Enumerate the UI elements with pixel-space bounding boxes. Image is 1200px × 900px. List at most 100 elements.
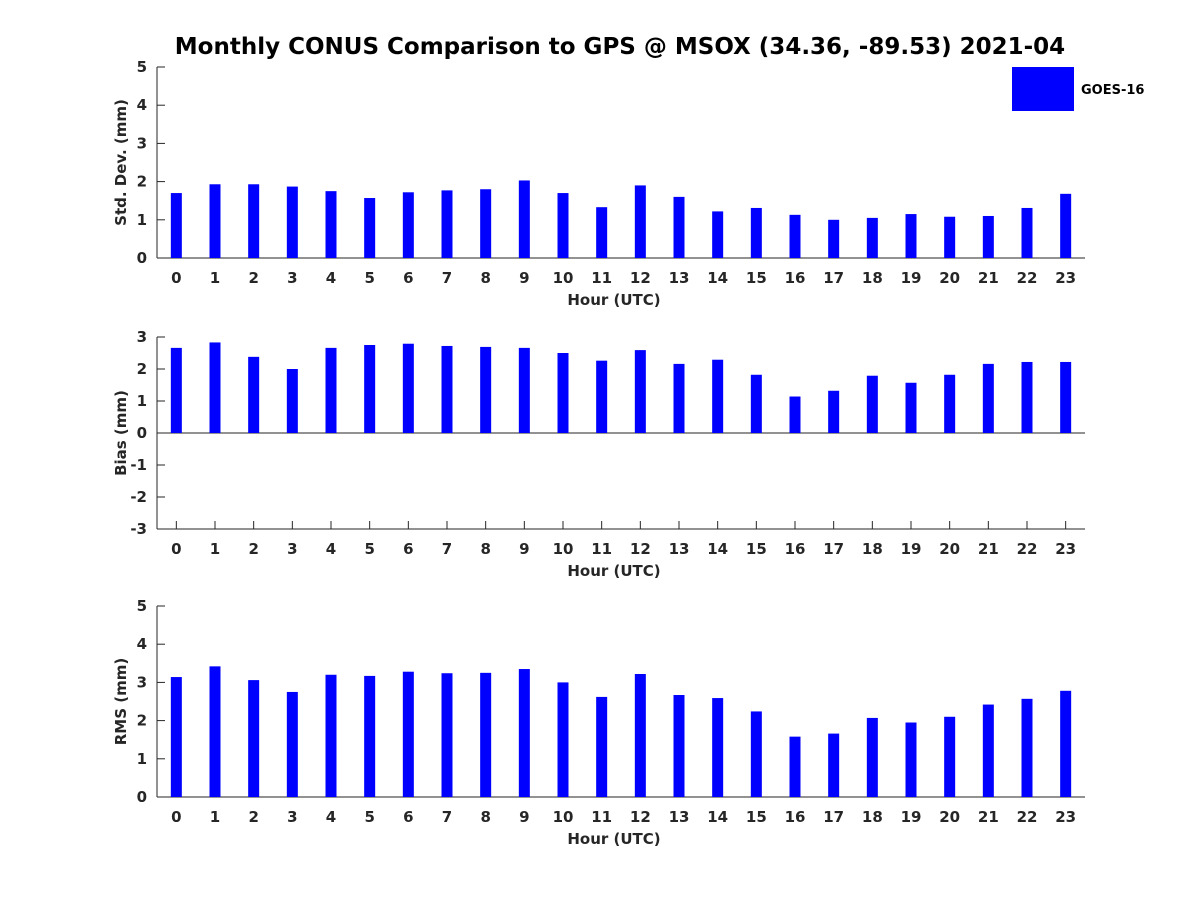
bar [596,360,608,433]
y-tick-label: 5 [137,597,147,615]
bar [712,698,724,797]
x-tick-label: 1 [210,540,220,558]
x-tick-label: 17 [823,808,844,826]
bar [673,196,685,258]
bar [170,347,182,433]
bar [750,207,762,258]
x-tick-label: 9 [519,269,529,287]
bar [364,345,376,433]
x-tick-label: 15 [746,540,767,558]
bar [1021,207,1033,258]
bar [325,191,337,258]
bar [1021,698,1033,797]
x-tick-label: 6 [403,540,413,558]
x-tick-label: 12 [630,808,651,826]
x-tick-label: 9 [519,808,529,826]
bar [248,680,260,797]
bar [1060,690,1072,797]
x-tick-label: 9 [519,540,529,558]
x-tick-label: 13 [669,808,690,826]
x-tick-label: 23 [1055,808,1076,826]
y-tick-label: 4 [137,635,147,653]
bar [789,396,801,433]
bar [789,214,801,258]
bar [1060,361,1072,433]
x-tick-label: 19 [901,808,922,826]
x-tick-label: 3 [287,269,297,287]
bar [402,343,414,433]
x-tick-label: 2 [248,808,258,826]
bar [789,736,801,797]
x-tick-label: 1 [210,269,220,287]
x-tick-label: 5 [364,540,374,558]
x-tick-label: 21 [978,540,999,558]
x-tick-label: 6 [403,269,413,287]
bar [480,346,492,433]
bar [712,359,724,433]
x-tick-label: 19 [901,269,922,287]
bar [596,207,608,258]
x-tick-label: 13 [669,269,690,287]
bar [286,186,298,258]
bar [170,193,182,258]
bar [325,674,337,797]
x-tick-label: 17 [823,540,844,558]
bar [441,673,453,797]
y-tick-label: 2 [137,360,147,378]
y-axis-label: RMS (mm) [112,658,130,745]
bar [557,682,569,797]
y-tick-label: 5 [137,58,147,76]
bar [866,375,878,433]
bar [750,711,762,797]
x-tick-label: 7 [442,808,452,826]
x-tick-label: 12 [630,269,651,287]
bar [518,180,530,258]
bar [557,193,569,258]
bar [866,717,878,797]
y-tick-label: -2 [130,488,147,506]
x-tick-label: 6 [403,808,413,826]
x-tick-label: 20 [939,269,960,287]
bar [828,219,840,258]
y-axis-label: Std. Dev. (mm) [112,99,130,226]
y-tick-label: 3 [137,134,147,152]
x-axis-label: Hour (UTC) [567,291,660,309]
y-tick-label: 1 [137,211,147,229]
x-tick-label: 14 [707,269,728,287]
x-tick-label: 8 [480,540,490,558]
legend: GOES-16 [1012,67,1144,111]
legend-swatch-goes-16 [1012,67,1074,111]
bar [518,347,530,433]
bar [480,672,492,797]
x-tick-label: 16 [785,269,806,287]
x-tick-label: 3 [287,540,297,558]
y-tick-label: 1 [137,750,147,768]
x-tick-label: 1 [210,808,220,826]
y-tick-label: 2 [137,173,147,191]
x-tick-label: 11 [591,808,612,826]
bar [441,190,453,258]
x-tick-label: 2 [248,269,258,287]
x-tick-label: 7 [442,540,452,558]
bar [712,211,724,258]
bar [1021,361,1033,433]
bar [248,356,260,433]
x-axis-label: Hour (UTC) [567,562,660,580]
x-tick-label: 5 [364,808,374,826]
bar [982,704,994,797]
x-tick-label: 4 [326,808,336,826]
x-tick-label: 14 [707,540,728,558]
y-tick-label: 1 [137,392,147,410]
x-tick-label: 18 [862,269,883,287]
x-tick-label: 7 [442,269,452,287]
legend-label-goes-16: GOES-16 [1081,83,1144,98]
x-tick-label: 19 [901,540,922,558]
bar [209,342,221,433]
bar [557,353,569,433]
x-tick-label: 15 [746,269,767,287]
x-tick-label: 12 [630,540,651,558]
